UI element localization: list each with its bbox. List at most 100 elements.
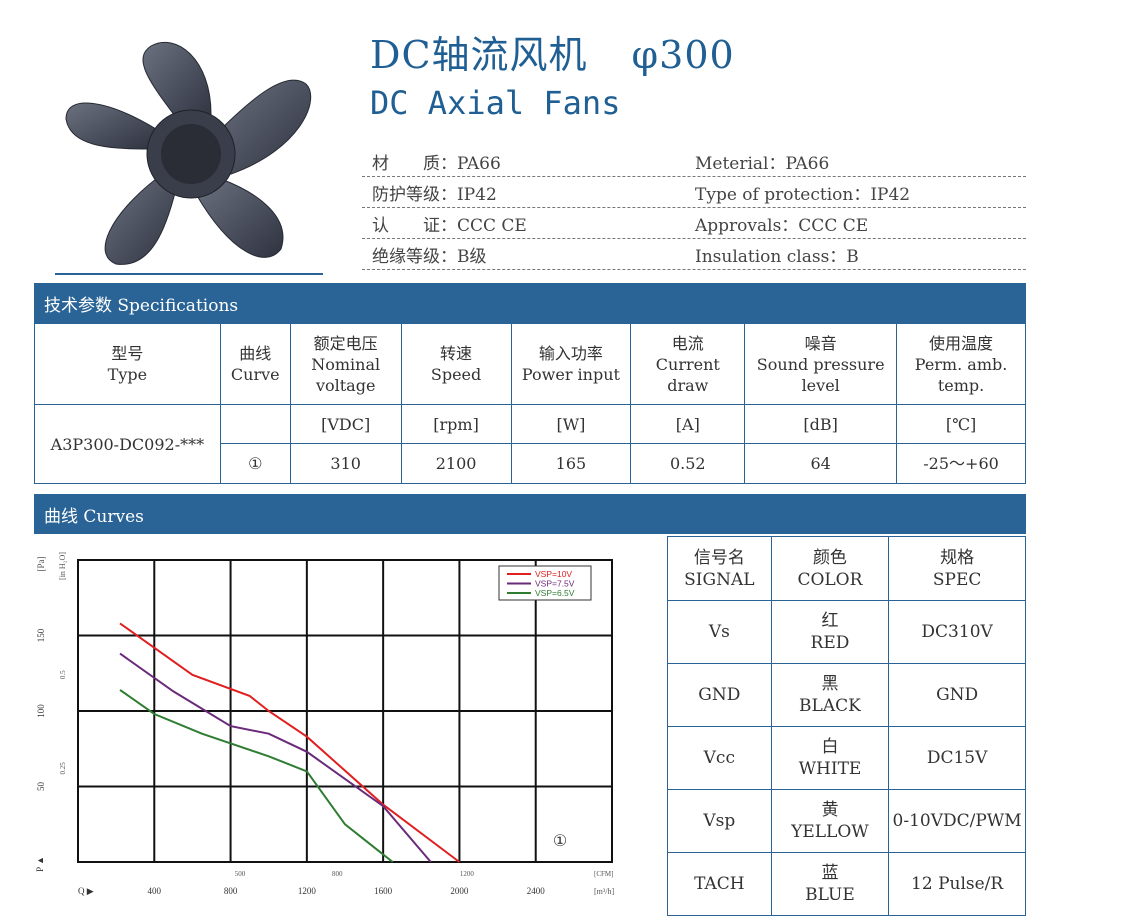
header-en: Perm. amb. (914, 354, 1008, 374)
signal-header-row: 信号名 SIGNAL 颜色 COLOR 规格 SPEC (667, 536, 1026, 601)
p-axis-label: P ▲ (35, 856, 45, 872)
specifications-bar: 技术参数 Specifications (34, 283, 1026, 323)
signal-spec: 12 Pulse/R (888, 852, 1026, 916)
header-en: Curve (230, 365, 280, 384)
header-en: draw (667, 375, 709, 395)
header-voltage: 额定电压 Nominal voltage (289, 323, 402, 405)
x-unit-m3h: [m³/h] (594, 887, 615, 896)
color-en: BLUE (805, 885, 855, 905)
signal-row: Vs 红 RED DC310V (667, 600, 1026, 664)
legend-label: VSP=10V (535, 569, 572, 579)
signal-spec: DC310V (888, 600, 1026, 664)
info-en: Type of protection：IP42 (695, 184, 911, 205)
spec-header-row: 型号 Type 曲线 Curve 额定电压 Nominal voltage 转速 Spee… (34, 323, 1026, 405)
header-temp: 使用温度 Perm. amb. temp. (896, 323, 1026, 405)
spec-units-row: A3P300-DC092-*** [VDC] [rpm] [W] [A] [dB… (34, 404, 1026, 484)
unit-cell-empty (219, 404, 291, 444)
header-signal: 信号名 SIGNAL (667, 536, 772, 601)
unit-cell: [dB] (744, 404, 898, 444)
header-speed: 转速 Speed (400, 323, 512, 405)
x-tick-label-cfm: 1200 (460, 870, 475, 878)
header-en: Power input (521, 365, 620, 384)
info-row-approvals: 认 证：CCC CE Approvals：CCC CE (362, 208, 1026, 239)
color-en: YELLOW (791, 822, 869, 842)
page-title: DC轴流风机 φ300 (370, 24, 735, 79)
x-tick-label-cfm: 800 (332, 870, 343, 878)
x-tick-label: 1200 (298, 886, 317, 896)
info-cn: 材 质：PA66 (372, 153, 501, 174)
header-en: level (801, 375, 840, 395)
signal-row: GND 黑 BLACK GND (667, 663, 1026, 727)
header-cn: 信号名 (693, 547, 745, 568)
legend-label: VSP=7.5V (535, 579, 575, 589)
color-en: RED (810, 633, 850, 653)
header-cn: 噪音 (804, 333, 837, 353)
y-tick-label-inh2o: 0.5 (59, 670, 67, 679)
noise-value: 64 (744, 443, 898, 484)
current-value: 0.52 (630, 443, 746, 484)
signal-name: Vcc (667, 726, 772, 790)
model-cell: A3P300-DC092-*** (34, 404, 221, 484)
header-cn: 额定电压 (313, 333, 378, 353)
power-value: 165 (510, 443, 632, 484)
info-cn: 防护等级：IP42 (372, 184, 497, 205)
legend-label: VSP=6.5V (535, 588, 575, 598)
color-cn: 蓝 (821, 863, 839, 883)
header-en: Current (655, 354, 720, 374)
series-line (119, 652, 432, 863)
header-power: 输入功率 Power input (510, 323, 632, 405)
header-spec: 规格 SPEC (888, 536, 1026, 601)
page-subtitle: DC Axial Fans (370, 84, 621, 122)
signal-row: Vcc 白 WHITE DC15V (667, 726, 1026, 790)
curve-value: ① (219, 443, 291, 484)
info-en: Approvals：CCC CE (695, 215, 869, 236)
header-cn: 转速 (440, 344, 473, 363)
x-ticks: 400 800 1200 1600 2000 2400 500 800 1200 (148, 870, 546, 896)
header-en: COLOR (797, 569, 863, 590)
header-en: SIGNAL (684, 569, 755, 590)
unit-cell: [rpm] (400, 404, 512, 444)
header-curve: 曲线 Curve (219, 323, 291, 405)
unit-cell: [℃] (896, 404, 1026, 444)
y-unit-pa: [Pa] (36, 557, 46, 572)
x-unit-cfm: [CFM] (594, 870, 613, 878)
spec-value-row: ① 310 2100 165 0.52 64 -25～+60 (35, 443, 1026, 484)
y-ticks: 50 100 150 0.25 0.5 (36, 628, 67, 791)
x-tick-label: 1600 (374, 886, 393, 896)
y-tick-label: 50 (36, 782, 46, 792)
q-axis-label: Q ▶ (78, 886, 94, 896)
color-en: WHITE (798, 759, 862, 779)
color-cn: 白 (821, 737, 839, 757)
product-info: 材 质：PA66 Meterial：PA66 防护等级：IP42 Type of… (362, 146, 1026, 270)
info-row-insulation: 绝缘等级：B级 Insulation class：B (362, 239, 1026, 270)
y-tick-label-inh2o: 0.25 (59, 762, 67, 775)
signal-name: Vs (667, 600, 772, 664)
signal-color: 红 RED (770, 600, 890, 664)
x-tick-label: 2000 (450, 886, 469, 896)
header-noise: 噪音 Sound pressure level (744, 323, 898, 405)
signal-color: 黑 BLACK (770, 663, 890, 727)
color-cn: 红 (821, 611, 839, 631)
header-en: temp. (937, 375, 985, 395)
unit-cell: [A] (630, 404, 746, 444)
signal-name: TACH (667, 852, 772, 916)
header-en: Nominal (311, 354, 381, 374)
header-cn: 使用温度 (929, 333, 994, 353)
header-cn: 规格 (940, 547, 975, 568)
header-en: SPEC (932, 569, 982, 590)
signal-name: GND (667, 663, 772, 727)
specifications-table: 型号 Type 曲线 Curve 额定电压 Nominal voltage 转速 Spee… (34, 323, 1026, 484)
x-tick-label: 400 (148, 886, 162, 896)
unit-cell: [W] (510, 404, 632, 444)
curve-marker: ① (553, 833, 567, 850)
signal-row: Vsp 黄 YELLOW 0-10VDC/PWM (667, 789, 1026, 853)
title-size: φ300 (631, 33, 735, 77)
temp-value: -25～+60 (896, 443, 1026, 484)
header-cn: 颜色 (812, 547, 847, 568)
title-cn: DC轴流风机 (370, 33, 588, 77)
header-current: 电流 Current draw (630, 323, 746, 405)
signal-row: TACH 蓝 BLUE 12 Pulse/R (667, 852, 1026, 916)
header-cn: 电流 (671, 333, 704, 353)
header-cn: 输入功率 (538, 344, 603, 363)
